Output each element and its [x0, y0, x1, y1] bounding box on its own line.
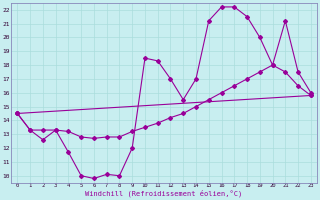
X-axis label: Windchill (Refroidissement éolien,°C): Windchill (Refroidissement éolien,°C) [85, 190, 243, 197]
